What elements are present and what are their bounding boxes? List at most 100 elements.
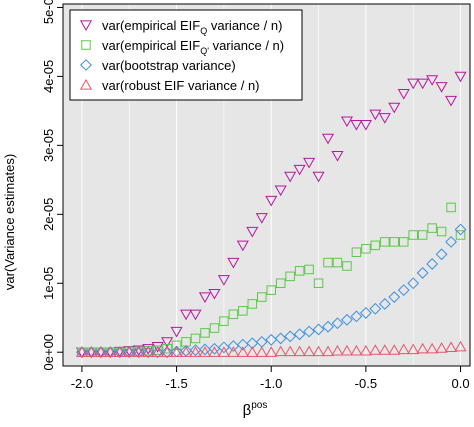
data-point (75, 346, 88, 357)
data-point (142, 346, 155, 357)
x-axis-label-main: β (243, 402, 252, 419)
data-point (179, 346, 193, 357)
legend-marker (79, 20, 93, 31)
data-point (200, 328, 210, 338)
data-point (85, 346, 98, 357)
data-point (293, 345, 306, 357)
data-point (284, 171, 297, 183)
data-point (123, 346, 136, 357)
data-point (388, 102, 401, 114)
data-points (75, 71, 467, 359)
data-point (162, 343, 172, 354)
data-point (331, 151, 344, 162)
data-point (189, 346, 202, 357)
legend-marker (80, 59, 92, 71)
data-point (455, 230, 466, 240)
data-point (113, 346, 126, 357)
data-point (408, 230, 418, 240)
x-tick-label: 0.0 (451, 376, 469, 391)
data-point (370, 240, 381, 251)
data-point (246, 337, 259, 350)
data-point (170, 346, 183, 357)
legend: var(empirical EIFQ variance / n) var(empi… (69, 9, 303, 101)
data-point (217, 346, 230, 357)
data-point (208, 346, 221, 357)
data-point (265, 195, 278, 207)
data-point (284, 330, 297, 343)
y-tick-label: 1e-05 (41, 267, 56, 300)
data-point (398, 237, 409, 247)
data-point (397, 343, 410, 355)
data-point (247, 299, 258, 309)
data-point (389, 237, 400, 247)
data-point (407, 277, 420, 290)
data-point (227, 257, 240, 269)
data-point (219, 316, 229, 326)
legend-label: var(bootstrap variance) (102, 58, 236, 73)
data-point (350, 310, 363, 323)
data-point (238, 306, 248, 316)
data-point (359, 306, 372, 319)
data-point (217, 275, 230, 286)
data-point (380, 237, 390, 247)
data-point (341, 313, 353, 326)
data-point (378, 298, 391, 310)
data-point (123, 346, 136, 359)
data-point (170, 326, 183, 338)
legend-marker (81, 40, 91, 50)
data-point (236, 338, 249, 351)
data-point (198, 292, 212, 303)
x-axis-label-superscript: pos (251, 400, 267, 411)
data-point (378, 113, 391, 124)
data-point (266, 285, 276, 295)
data-point (331, 344, 344, 356)
data-point (426, 75, 439, 86)
data-point (217, 341, 230, 354)
data-point (350, 120, 363, 131)
plot-frame (62, 3, 471, 367)
data-point (208, 288, 221, 300)
data-point (142, 346, 155, 359)
data-point (313, 278, 324, 289)
data-point (321, 133, 335, 145)
data-point (132, 346, 145, 359)
data-point (331, 317, 344, 330)
data-point (321, 345, 335, 357)
data-point (227, 340, 240, 352)
data-point (104, 346, 117, 359)
data-point (378, 344, 391, 355)
data-point (426, 342, 439, 354)
data-point (198, 346, 212, 357)
data-point (285, 271, 295, 282)
y-tick-label: 5e-05 (41, 0, 56, 24)
data-point (446, 202, 456, 213)
data-point (369, 109, 382, 121)
data-point (435, 342, 448, 353)
data-point (388, 344, 401, 355)
data-point (189, 309, 202, 321)
data-point (246, 226, 259, 238)
data-point (179, 309, 193, 321)
data-point (340, 116, 354, 128)
data-point (369, 302, 382, 315)
y-axis-label: var(Variance estimates) (2, 154, 17, 290)
legend-label: var(empirical EIFQ' variance / n) (102, 38, 284, 56)
data-point (208, 342, 221, 355)
data-point (132, 346, 145, 357)
data-point (94, 346, 107, 357)
data-point (445, 95, 458, 107)
y-tick-label: 0e+00 (41, 334, 56, 371)
data-point (151, 342, 164, 353)
data-point (265, 333, 278, 346)
data-point (351, 247, 362, 257)
data-point (275, 278, 286, 289)
data-point (274, 345, 287, 357)
data-point (407, 343, 420, 355)
data-point (132, 345, 145, 357)
data-point (342, 261, 352, 271)
data-point (312, 345, 325, 357)
y-tick-label: 3e-05 (41, 129, 56, 162)
data-point (228, 309, 239, 320)
data-point (454, 223, 467, 236)
data-point (152, 345, 163, 355)
